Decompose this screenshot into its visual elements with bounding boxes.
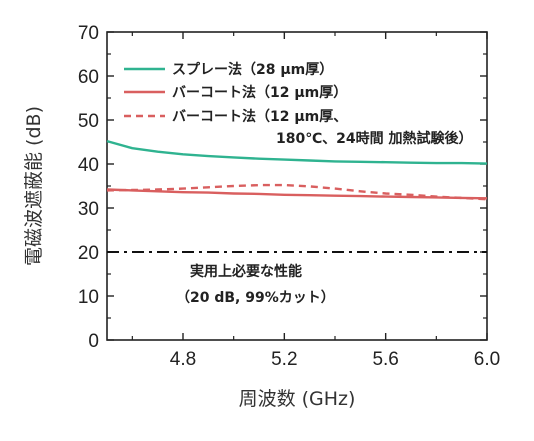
chart-layer: 0 10 20 30 40 50 60 70 4.8 5.2 5.6 6.0 周波数 (GHz) 電磁波遮…	[23, 23, 500, 410]
annotation-line-2: （20 dB, 99%カット）	[176, 290, 335, 306]
series-line-2	[106, 188, 488, 200]
y-tick-label: 40	[78, 155, 99, 176]
y-tick-label: 0	[88, 331, 99, 352]
x-tick-label: 6.0	[474, 349, 500, 370]
legend-label-3: 180℃、24時間 加熱試験後）	[276, 130, 473, 147]
legend-label-2: バーコート法（12 μm厚）	[172, 84, 347, 101]
x-tick-label: 5.2	[271, 349, 297, 370]
y-tick-label: 30	[78, 199, 99, 220]
x-axis-label: 周波数 (GHz)	[239, 388, 356, 410]
annotation-line-1: 実用上必要な性能	[190, 263, 302, 280]
y-tick-label: 50	[78, 111, 99, 132]
legend-label-3: バーコート法（12 μm厚、	[172, 108, 347, 125]
y-tick-label: 10	[78, 287, 99, 308]
series-line-1	[106, 139, 488, 165]
y-axis-label: 電磁波遮蔽能 (dB)	[23, 106, 45, 266]
y-tick-label: 20	[78, 243, 99, 264]
series-line-3	[106, 183, 488, 201]
y-tick-label: 60	[78, 67, 99, 88]
y-tick-label: 70	[78, 23, 99, 44]
x-tick-label: 4.8	[170, 349, 196, 370]
x-tick-label: 5.6	[372, 349, 398, 370]
legend-label-1: スプレー法（28 μm厚）	[172, 61, 333, 78]
